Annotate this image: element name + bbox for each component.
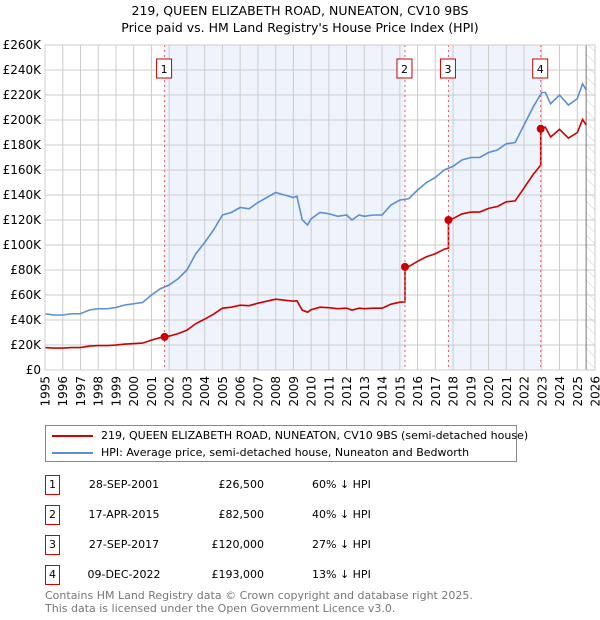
- y-tick-label: £40K: [10, 313, 42, 327]
- x-tick-label: 1999: [109, 376, 123, 407]
- y-tick-label: £260K: [3, 38, 43, 52]
- y-tick-label: £60K: [10, 288, 42, 302]
- sale-label: 1: [161, 63, 168, 76]
- table-row: 1 28-SEP-2001 £26,500 60% ↓ HPI: [45, 475, 445, 497]
- footer-copyright: Contains HM Land Registry data © Crown c…: [45, 589, 473, 602]
- x-tick-label: 2000: [127, 376, 141, 407]
- hpi-diff: 40% ↓ HPI: [312, 508, 371, 521]
- x-tick-label: 2003: [180, 376, 194, 407]
- sale-label: 3: [444, 63, 451, 76]
- x-tick-label: 2018: [447, 376, 461, 407]
- x-tick-label: 1997: [74, 376, 88, 407]
- sale-label-box: [396, 58, 413, 79]
- x-tick-label: 2002: [163, 376, 177, 407]
- x-tick-label: 2009: [287, 376, 301, 407]
- x-tick-label: 2007: [251, 376, 265, 407]
- sale-price: £193,000: [211, 568, 265, 581]
- marker-badge: 2: [45, 505, 60, 525]
- x-tick-label: 2026: [589, 376, 600, 407]
- y-tick-label: £80K: [10, 263, 42, 277]
- marker-badge: 4: [45, 565, 60, 585]
- x-tick-label: 2017: [429, 376, 443, 407]
- legend-swatch-blue: [52, 452, 93, 454]
- sale-price: £82,500: [218, 508, 265, 521]
- x-tick-label: 2015: [393, 376, 407, 407]
- hpi-diff: 27% ↓ HPI: [312, 538, 371, 551]
- forecast-hatch: [586, 45, 595, 370]
- sale-label-box: [439, 58, 456, 79]
- sale-point: [536, 124, 545, 133]
- legend: 219, QUEEN ELIZABETH ROAD, NUNEATON, CV1…: [45, 425, 528, 462]
- legend-label: 219, QUEEN ELIZABETH ROAD, NUNEATON, CV1…: [101, 429, 529, 442]
- sale-label-box: [156, 58, 173, 79]
- y-tick-label: £120K: [3, 213, 43, 227]
- sale-point: [444, 216, 453, 224]
- y-tick-label: £180K: [3, 138, 43, 152]
- x-tick-label: 2011: [322, 376, 336, 407]
- hpi-diff: 13% ↓ HPI: [312, 568, 371, 581]
- x-tick-label: 2022: [518, 376, 532, 407]
- x-tick-label: 2021: [500, 376, 514, 407]
- x-tick-label: 2019: [464, 376, 478, 407]
- x-tick-label: 2004: [198, 376, 212, 407]
- legend-swatch-red: [52, 435, 93, 437]
- sale-label-box: [532, 58, 549, 79]
- x-tick-label: 2010: [305, 376, 319, 407]
- price-paid-line: [44, 117, 587, 349]
- x-tick-label: 2016: [411, 376, 425, 407]
- y-tick-label: £20K: [10, 338, 42, 352]
- hpi-line: [44, 81, 587, 316]
- hpi-diff: 60% ↓ HPI: [312, 478, 371, 491]
- x-tick-label: 2006: [234, 376, 248, 407]
- marker-badge: 1: [45, 475, 60, 495]
- sale-price: £26,500: [218, 478, 265, 491]
- x-tick-label: 2005: [216, 376, 230, 407]
- x-tick-label: 2025: [571, 376, 585, 407]
- chart-subtitle: Price paid vs. HM Land Registry's House …: [121, 20, 479, 35]
- y-tick-label: £200K: [3, 113, 43, 127]
- x-tick-label: 2008: [269, 376, 283, 407]
- sale-point: [400, 262, 409, 271]
- sale-point: [160, 332, 169, 341]
- x-tick-label: 2013: [358, 376, 372, 407]
- sale-date: 28-SEP-2001: [88, 478, 160, 491]
- sale-date: 27-SEP-2017: [88, 538, 160, 551]
- x-tick-label: 1996: [56, 376, 70, 407]
- y-tick-label: £220K: [3, 88, 43, 102]
- x-tick-label: 2014: [376, 376, 390, 407]
- x-tick-label: 2020: [482, 376, 496, 407]
- sale-price: £120,000: [211, 538, 265, 551]
- sale-date: 09-DEC-2022: [87, 568, 161, 581]
- chart: £0 £20K £40K £60K £80K £100K £120K £140K £160K £1…: [3, 38, 600, 407]
- table-row: 3 27-SEP-2017 £120,000 27% ↓ HPI: [45, 535, 445, 557]
- x-tick-label: 1998: [92, 376, 106, 407]
- sale-date: 17-APR-2015: [88, 508, 160, 521]
- legend-label: HPI: Average price, semi-detached house,…: [101, 446, 470, 459]
- table-row: 4 09-DEC-2022 £193,000 13% ↓ HPI: [45, 565, 445, 587]
- y-tick-label: £100K: [3, 238, 43, 252]
- chart-title: 219, QUEEN ELIZABETH ROAD, NUNEATON, CV1…: [131, 3, 469, 18]
- plot-border: [44, 44, 596, 371]
- x-tick-label: 2012: [340, 376, 354, 407]
- x-tick-label: 2023: [535, 376, 549, 407]
- sale-label: 2: [401, 63, 408, 76]
- x-tick-label: 2001: [145, 376, 159, 407]
- y-tick-label: £0: [26, 363, 41, 377]
- table-row: 2 17-APR-2015 £82,500 40% ↓ HPI: [45, 505, 445, 527]
- y-tick-label: £240K: [3, 63, 43, 77]
- footer-licence: This data is licensed under the Open Gov…: [45, 602, 396, 615]
- y-tick-label: £160K: [3, 163, 43, 177]
- x-tick-label: 1995: [39, 376, 53, 407]
- y-tick-label: £140K: [3, 188, 43, 202]
- sale-label: 4: [537, 63, 544, 76]
- marker-badge: 3: [45, 535, 60, 555]
- x-tick-label: 2024: [553, 376, 567, 407]
